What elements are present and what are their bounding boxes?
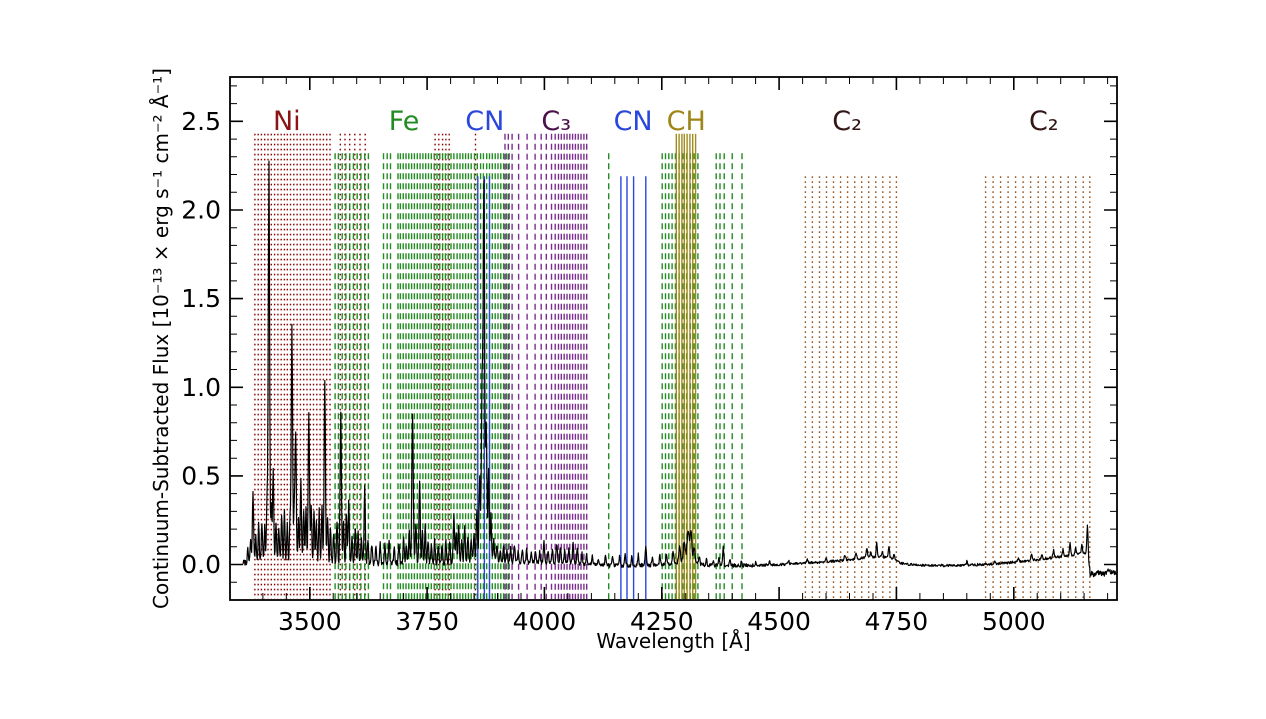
marker-lines-Fe-1 — [334, 153, 743, 599]
marker-lines-CN-4 — [620, 176, 647, 599]
marker-lines-CH-5 — [675, 133, 697, 599]
y-tick-label-2.5: 2.5 — [181, 107, 221, 136]
marker-lines-C-7 — [984, 176, 1091, 599]
y-tick-label-2.0: 2.0 — [181, 196, 221, 225]
y-tick-label-0.5: 0.5 — [181, 461, 221, 490]
plot-border — [229, 76, 1118, 601]
marker-lines-C-3 — [504, 133, 588, 599]
y-axis-label: Continuum-Subtracted Flux [10⁻¹³ × erg s… — [149, 68, 173, 609]
y-tick-label-0.0: 0.0 — [181, 550, 221, 579]
y-tick-label-1.0: 1.0 — [181, 373, 221, 402]
species-label-CN-4: CN — [614, 106, 653, 137]
x-tick-label-4500: 4500 — [747, 607, 811, 636]
x-tick-label-4250: 4250 — [630, 607, 694, 636]
species-label-Fe-1: Fe — [389, 106, 420, 137]
spectrum-line — [242, 160, 1118, 578]
x-tick-label-4750: 4750 — [865, 607, 929, 636]
species-label-Ni-0: Ni — [273, 106, 301, 137]
x-axis-label: Wavelength [Å] — [596, 629, 750, 653]
y-tick-label-1.5: 1.5 — [181, 284, 221, 313]
x-tick-label-5000: 5000 — [982, 607, 1046, 636]
species-label-CN-2: CN — [465, 106, 504, 137]
x-tick-label-4000: 4000 — [513, 607, 577, 636]
major-ticks — [230, 77, 1117, 600]
species-label-CH-5: CH — [667, 106, 706, 137]
species-label-C-6: C₂ — [832, 106, 862, 137]
species-label-C-7: C₂ — [1029, 106, 1059, 137]
minor-ticks — [230, 77, 1117, 600]
x-tick-label-3750: 3750 — [395, 607, 459, 636]
species-label-C-3: C₃ — [541, 106, 571, 137]
marker-lines-C-6 — [804, 176, 898, 599]
x-tick-label-3500: 3500 — [278, 607, 342, 636]
